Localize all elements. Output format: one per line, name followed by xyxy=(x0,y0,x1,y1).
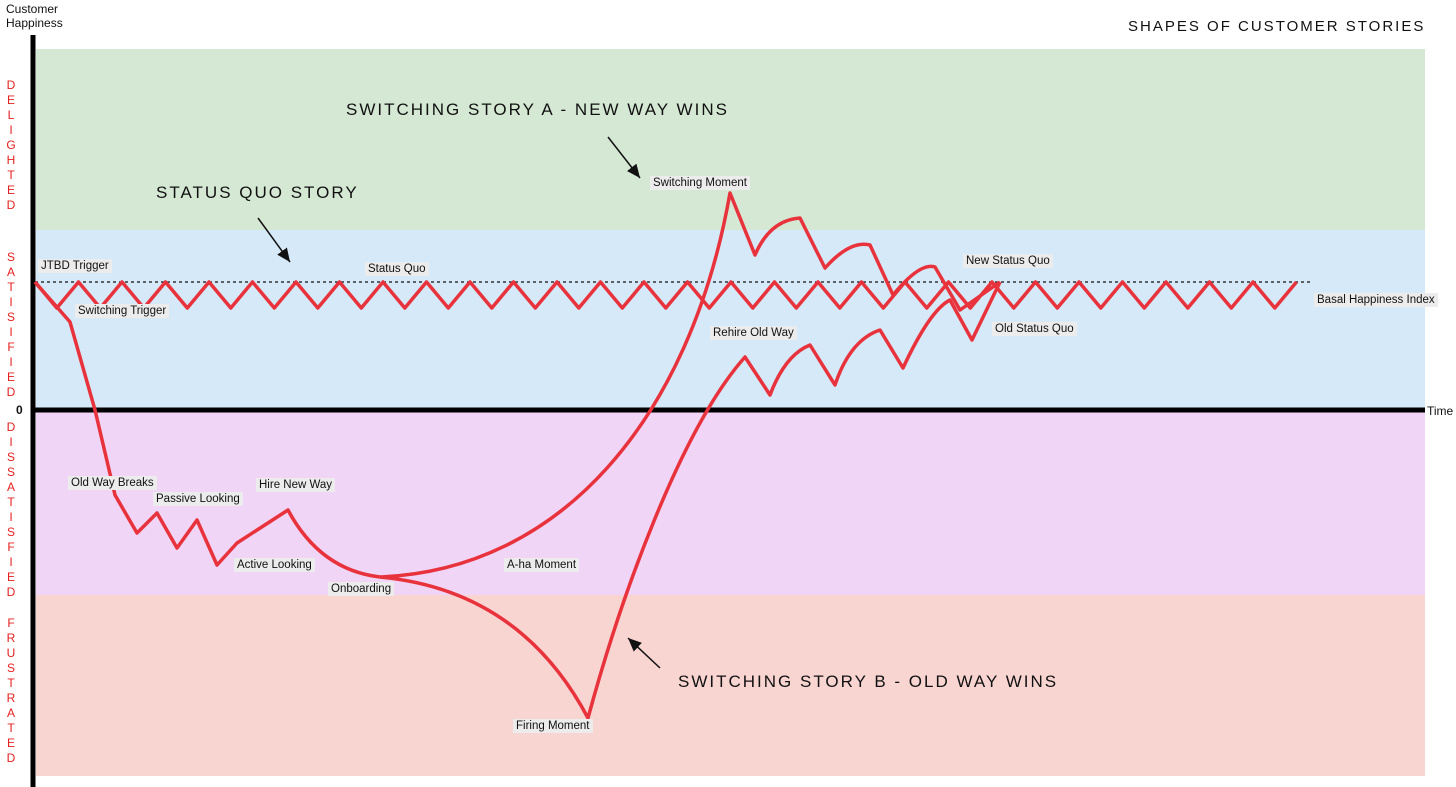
switching-path xyxy=(33,280,381,579)
arrow xyxy=(627,637,661,669)
status-quo-path xyxy=(33,280,1298,310)
y-axis-label: Customer Happiness xyxy=(6,2,63,30)
zone-label: SATISIFIED xyxy=(4,250,18,400)
point-label: Hire New Way xyxy=(256,478,336,492)
point-label: Firing Moment xyxy=(513,719,593,733)
arrow xyxy=(257,217,291,263)
arrow xyxy=(607,136,641,179)
zone-label: DISSATISFIED xyxy=(4,420,18,600)
story-title: STATUS QUO STORY xyxy=(156,183,359,202)
story-b-path xyxy=(379,281,1002,720)
point-label: A-ha Moment xyxy=(504,558,580,572)
point-label: Passive Looking xyxy=(153,492,243,506)
title: SHAPES OF CUSTOMER STORIES xyxy=(1128,18,1426,35)
point-label: Active Looking xyxy=(234,558,315,572)
point-label: New Status Quo xyxy=(963,254,1053,268)
zone-frustrated xyxy=(36,595,1425,776)
story-title: SWITCHING STORY B - OLD WAY WINS xyxy=(678,672,1059,691)
point-label: Basal Happiness Index xyxy=(1314,293,1438,307)
zone-satisfied xyxy=(36,230,1425,408)
point-label: Rehire Old Way xyxy=(710,326,797,340)
point-label: Old Way Breaks xyxy=(68,476,157,490)
zone-label: DELIGHTED xyxy=(4,78,18,213)
point-label: JTBD Trigger xyxy=(38,259,112,273)
point-label: Switching Trigger xyxy=(75,304,170,318)
origin-label: 0 xyxy=(16,403,23,417)
x-axis-label: Time xyxy=(1427,404,1454,418)
point-label: Switching Moment xyxy=(650,176,750,190)
story-title: SWITCHING STORY A - NEW WAY WINS xyxy=(346,100,729,119)
point-label: Old Status Quo xyxy=(992,322,1077,336)
story-curves xyxy=(33,191,1298,720)
zone-label: FRUSTRATED xyxy=(4,616,18,766)
point-label: Status Quo xyxy=(365,262,429,276)
point-label: Onboarding xyxy=(328,582,395,596)
